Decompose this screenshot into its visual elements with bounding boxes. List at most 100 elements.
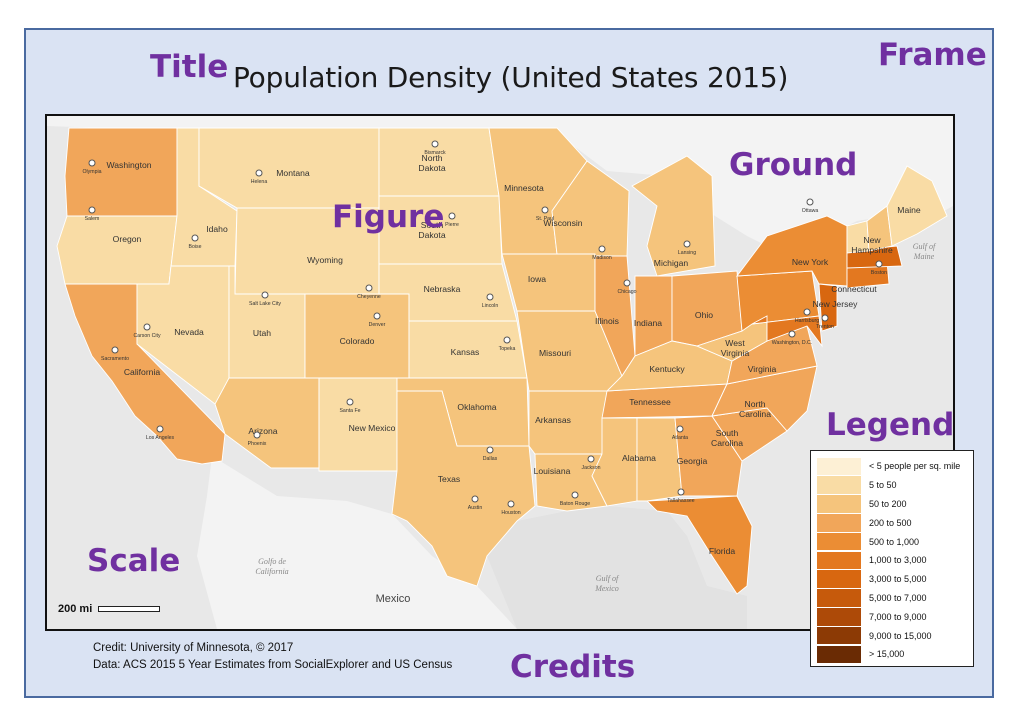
city-label: Sacramento (101, 356, 129, 362)
state-label: Wisconsin (543, 218, 582, 228)
scale-bar: 200 mi (58, 601, 161, 617)
city-label: Austin (468, 505, 483, 511)
city-label: Ottawa (802, 208, 819, 214)
credits: Credit: University of Minnesota, © 2017 … (93, 640, 452, 674)
city-marker (253, 431, 261, 439)
credit-line-2: Data: ACS 2015 5 Year Estimates from Soc… (93, 659, 453, 671)
city-label: Washington, D.C. (772, 340, 812, 346)
city-marker (598, 245, 606, 253)
city-label: Atlanta (672, 435, 688, 441)
city-marker (803, 308, 811, 316)
title-annotation: Title (150, 49, 229, 85)
city-label: Denver (369, 322, 386, 328)
ground-annotation: Ground (729, 147, 858, 183)
city-label: Bismarck (424, 150, 446, 156)
state-texas (391, 390, 536, 587)
city-marker (255, 169, 263, 177)
city-marker (373, 312, 381, 320)
city-marker (88, 206, 96, 214)
legend-item: 50 to 200 (817, 495, 973, 514)
water-label: Gulf of (596, 574, 620, 583)
state-label: Idaho (206, 224, 228, 234)
water-label: Maine (913, 252, 935, 261)
state-florida (645, 495, 753, 595)
legend-item: 5 to 50 (817, 476, 973, 495)
state-label: North (421, 153, 442, 163)
city-label: Boise (189, 244, 202, 250)
state-label: West (725, 338, 745, 348)
state-label: Nevada (174, 327, 204, 337)
legend-label: 500 to 1,000 (869, 536, 920, 547)
state-label: Montana (276, 168, 310, 178)
city-marker (875, 260, 883, 268)
city-label: Tallahassee (667, 498, 695, 504)
city-marker (156, 425, 164, 433)
state-label: Colorado (340, 336, 375, 346)
scale-bar-graphic (98, 606, 161, 612)
city-label: Los Angeles (146, 435, 175, 441)
city-marker (806, 198, 814, 206)
legend-swatch (817, 476, 861, 494)
state-label: New York (792, 257, 829, 267)
legend-swatch (817, 551, 861, 570)
city-label: Helena (251, 179, 268, 185)
us-map: WashingtonMontanaNorthDakotaMinnesotaOre… (47, 116, 953, 629)
state-label: Illinois (595, 316, 619, 326)
city-labels: Olympia Salem Helena Bismarck Boise St. Paul M… (82, 140, 887, 516)
legend-swatch (817, 608, 861, 626)
city-label: Dallas (483, 456, 498, 462)
city-label: St. Paul (536, 216, 554, 222)
state-label: New Jersey (813, 299, 859, 309)
legend-swatch (817, 570, 861, 588)
legend-label: > 15,000 (869, 649, 905, 660)
state-label: Wyoming (307, 255, 343, 265)
legend-swatch (817, 645, 861, 664)
country-label: Mexico (376, 593, 411, 605)
city-marker (677, 488, 685, 496)
state-michigan (631, 155, 716, 277)
credit-line-1: Credit: University of Minnesota, © 2017 (93, 642, 294, 654)
water-label: Golfo de (258, 557, 286, 566)
city-label: Trenton (816, 324, 834, 330)
city-marker (88, 159, 96, 167)
legend-label: 1,000 to 3,000 (869, 555, 927, 566)
city-marker (788, 330, 796, 338)
state-label: Kansas (451, 347, 480, 357)
state-label: Arkansas (535, 415, 571, 425)
city-label: Carson City (133, 333, 161, 339)
city-label: Madison (592, 255, 612, 261)
legend: < 5 people per sq. mile 5 to 50 50 to 200 2… (810, 450, 974, 667)
state-label: South (716, 428, 739, 438)
scale-annotation: Scale (87, 543, 181, 579)
state-label: Tennessee (629, 397, 671, 407)
legend-item: 1,000 to 3,000 (817, 551, 973, 570)
state-label: Georgia (677, 456, 708, 466)
state-label: Carolina (739, 409, 771, 419)
legend-item: < 5 people per sq. mile (817, 457, 973, 476)
legend-swatch (817, 626, 861, 645)
city-marker (346, 398, 354, 406)
city-marker (486, 293, 494, 301)
state-label: Kentucky (649, 364, 685, 374)
state-label: Louisiana (534, 466, 571, 476)
legend-label: 3,000 to 5,000 (869, 574, 927, 585)
state-label: Alabama (622, 453, 656, 463)
state-maryland (751, 315, 823, 348)
state-label: Dakota (418, 230, 445, 240)
city-label: Salem (85, 216, 100, 222)
city-marker (431, 140, 439, 148)
state-label: Texas (438, 474, 460, 484)
city-marker (143, 323, 151, 331)
city-label: Topeka (499, 346, 516, 352)
state-label: Washington (106, 160, 151, 170)
state-label: Hampshire (851, 245, 893, 255)
state-label: Virginia (748, 364, 777, 374)
state-label: Arizona (248, 426, 277, 436)
city-marker (821, 314, 829, 322)
city-marker (623, 279, 631, 287)
state-label: Michigan (654, 258, 689, 268)
state-label: Utah (253, 328, 271, 338)
state-label: Maine (897, 205, 921, 215)
city-marker (261, 291, 269, 299)
state-label: Florida (709, 546, 735, 556)
